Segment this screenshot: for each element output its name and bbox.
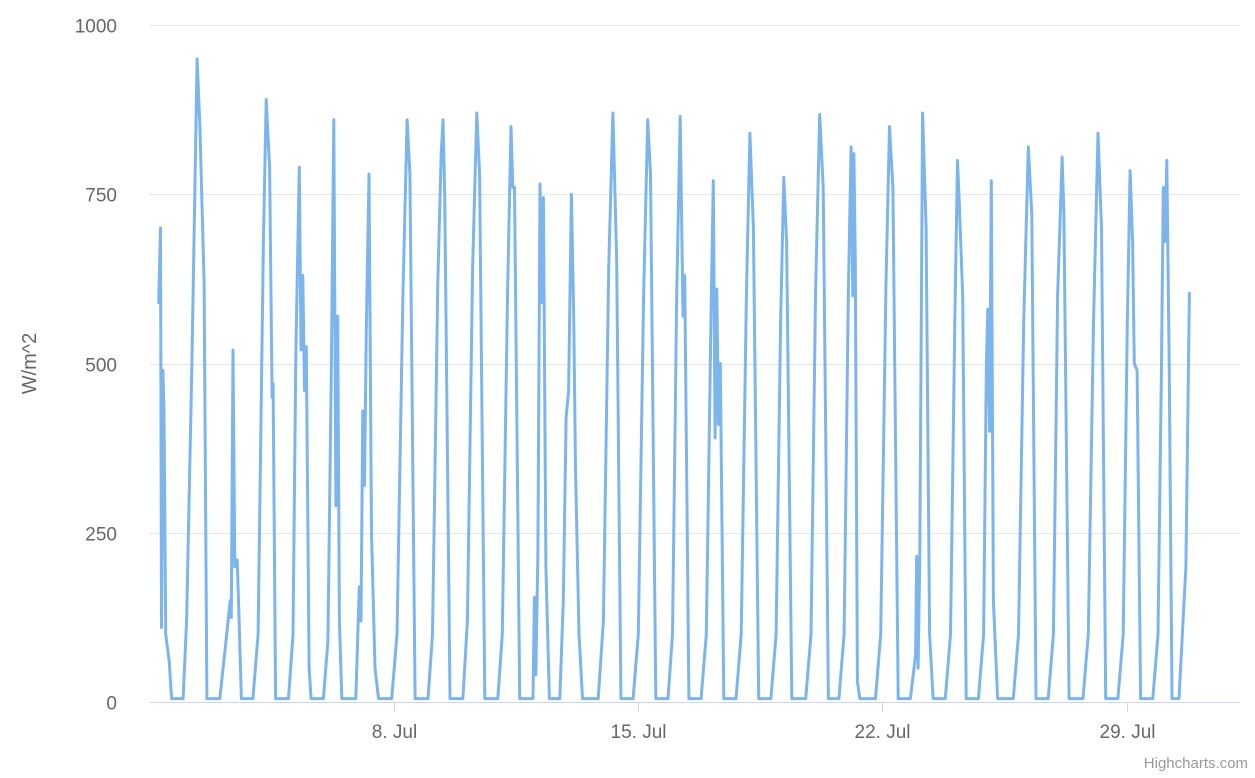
y-axis-title: W/m^2 bbox=[19, 333, 41, 395]
series-line[interactable] bbox=[157, 57, 1191, 701]
y-tick-label: 250 bbox=[85, 525, 117, 546]
y-tick-label: 1000 bbox=[75, 17, 117, 38]
x-tick-label: 29. Jul bbox=[1100, 722, 1156, 743]
credits-link[interactable]: Highcharts.com bbox=[1144, 755, 1248, 772]
grid-lines bbox=[150, 25, 1240, 534]
y-tick-label: 750 bbox=[85, 186, 117, 207]
x-tick-label: 8. Jul bbox=[372, 722, 417, 743]
y-axis-tick-labels: 0 250 500 750 1000 bbox=[75, 17, 117, 715]
y-tick-label: 500 bbox=[85, 356, 117, 377]
x-tick-label: 22. Jul bbox=[855, 722, 911, 743]
y-tick-label: 0 bbox=[106, 694, 117, 715]
x-tick-label: 15. Jul bbox=[611, 722, 667, 743]
series-layer bbox=[157, 57, 1191, 701]
x-axis-ticks: 8. Jul 15. Jul 22. Jul 29. Jul bbox=[372, 702, 1156, 743]
